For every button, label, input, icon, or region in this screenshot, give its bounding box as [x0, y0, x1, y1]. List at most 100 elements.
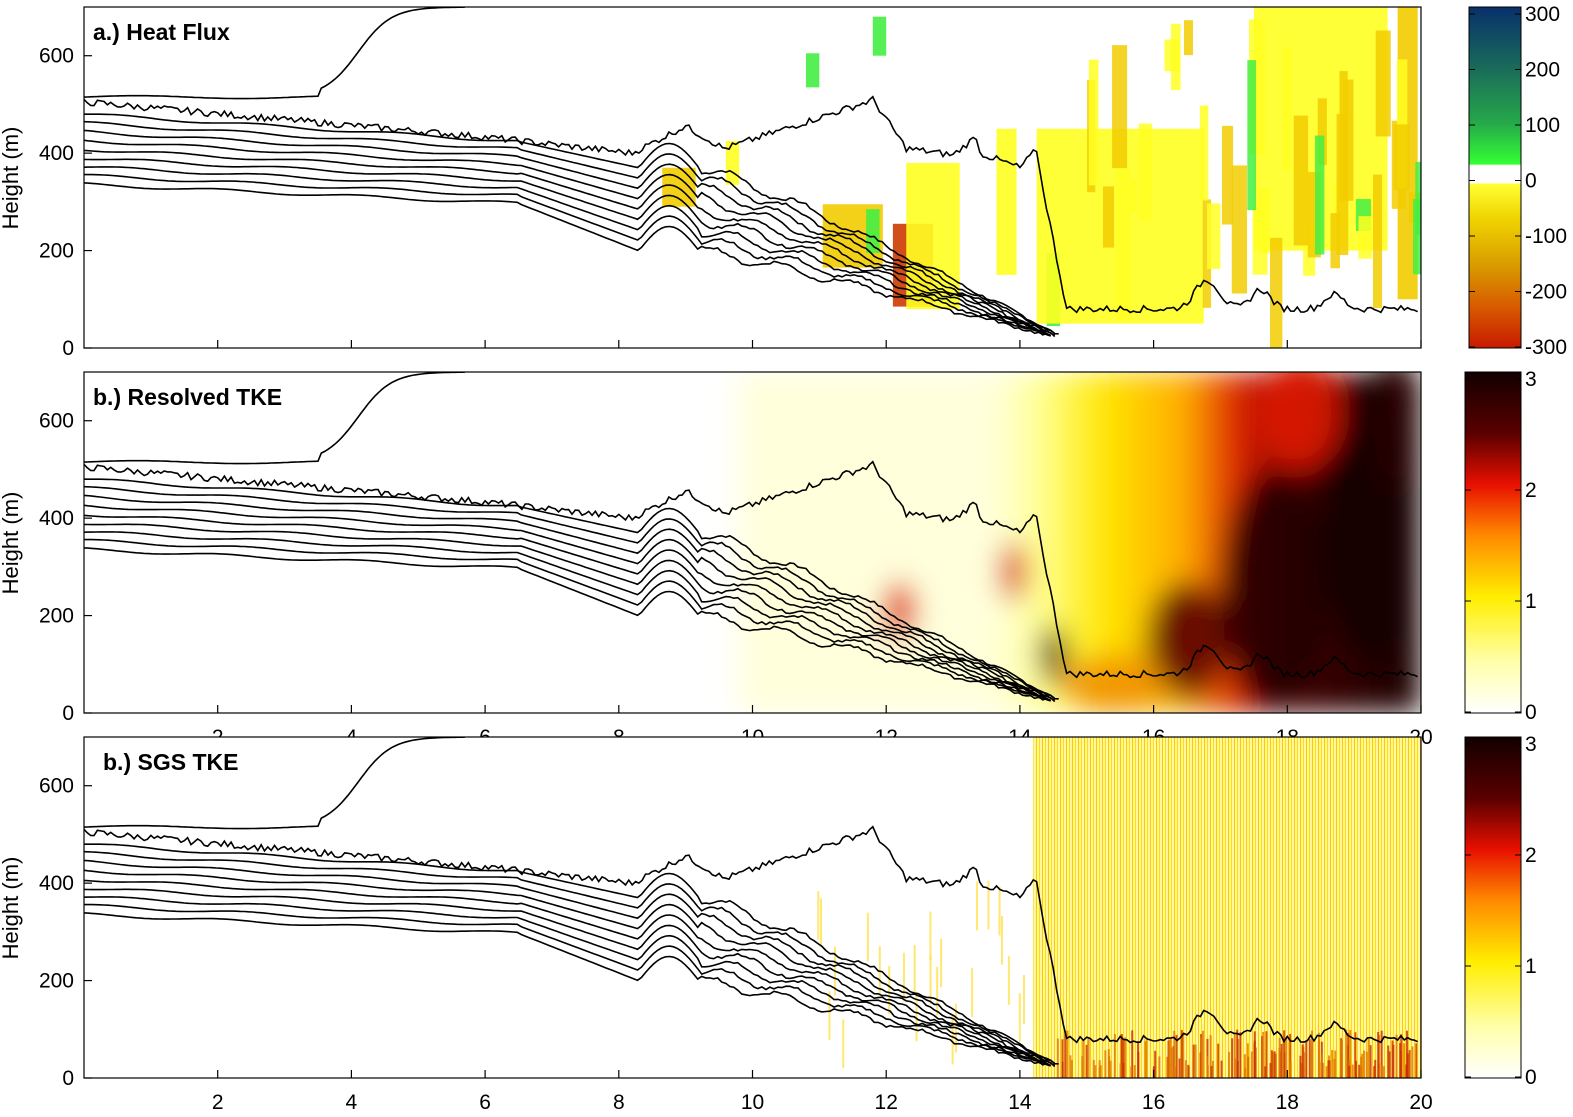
- sgs-region: [1033, 737, 1421, 1078]
- sgs-streak: [1355, 1060, 1358, 1078]
- sgs-streak: [929, 911, 932, 961]
- sgs-streak: [951, 1015, 954, 1065]
- isentrope-contours: [84, 7, 1419, 338]
- x-tick-label: 2: [212, 1091, 224, 1114]
- panel-title: b.) Resolved TKE: [93, 384, 282, 410]
- colorbar-tick-label: 2: [1525, 479, 1537, 502]
- tke-blob: [999, 542, 1027, 601]
- sgs-streak: [1358, 1064, 1361, 1078]
- sgs-streak: [915, 992, 918, 1042]
- sgs-streak: [1092, 1059, 1095, 1078]
- contour-line: [84, 912, 1047, 1065]
- heat-flux-patch: [805, 53, 820, 88]
- sgs-streak: [913, 944, 916, 994]
- sgs-streak: [987, 880, 990, 930]
- contour-line: [84, 166, 1051, 337]
- y-tick-label: 200: [39, 240, 74, 263]
- sgs-streak: [1285, 1037, 1288, 1078]
- sgs-streak: [1192, 1044, 1195, 1078]
- sgs-streak: [1283, 1030, 1286, 1078]
- heat-flux-column: [1413, 198, 1421, 275]
- heat-flux-column: [1372, 174, 1383, 309]
- heat-flux-column: [1415, 161, 1421, 235]
- y-tick-label: 400: [39, 142, 74, 165]
- sgs-streak: [1094, 1065, 1097, 1078]
- sgs-streak: [1069, 1055, 1072, 1078]
- colorbar-ticks: 3 2 1 0: [1465, 368, 1537, 724]
- contour-line: [84, 859, 1056, 1067]
- heat-flux-column: [1138, 123, 1153, 221]
- tke-blob: [1260, 372, 1341, 470]
- sgs-streak: [1108, 1056, 1111, 1078]
- x-tick-label: 20: [1409, 1091, 1432, 1114]
- heat-flux-patch: [872, 16, 887, 56]
- sgs-streak: [1408, 1050, 1411, 1078]
- sgs-streak: [1369, 1045, 1372, 1078]
- sgs-streak: [1345, 1029, 1348, 1078]
- y-tick-label: 400: [39, 872, 74, 895]
- y-tick-label: 200: [39, 970, 74, 993]
- x-ticks: 2 4 6 8 10 12 14 16 18 20: [212, 1070, 1433, 1114]
- sgs-streak: [1209, 1035, 1212, 1078]
- tke-blob: [1374, 372, 1415, 494]
- heat-flux-column: [1116, 168, 1131, 320]
- contour-line: [84, 843, 1059, 1065]
- sgs-streak: [1354, 1032, 1357, 1078]
- sgs-streak: [1254, 1047, 1257, 1078]
- sgs-streak: [1144, 1041, 1147, 1078]
- sgs-streak: [1301, 1044, 1304, 1078]
- sgs-streak: [1173, 1030, 1176, 1078]
- sgs-streak: [1098, 1067, 1101, 1078]
- sgs-streak: [1168, 1039, 1171, 1078]
- sgs-streak: [1374, 1059, 1377, 1078]
- contour-line: [84, 538, 1047, 701]
- contour-line: [84, 547, 1047, 700]
- sgs-streak: [1220, 1060, 1223, 1078]
- sgs-streak: [1166, 1056, 1169, 1078]
- sgs-streak: [842, 1019, 845, 1069]
- sgs-streak: [1400, 1034, 1403, 1078]
- sgs-streak: [1120, 1034, 1123, 1078]
- sgs-streak: [1272, 1052, 1275, 1078]
- sgs-streak: [1082, 1040, 1085, 1078]
- y-ticks: 0 200 400 600: [39, 45, 92, 360]
- sgs-streak: [1119, 1063, 1122, 1078]
- sgs-streak: [1124, 1037, 1127, 1078]
- sgs-streak: [1184, 1060, 1187, 1078]
- y-tick-label: 600: [39, 410, 74, 433]
- sgs-streak: [1289, 1061, 1292, 1078]
- contour-line: [84, 182, 1047, 335]
- sgs-streak: [902, 952, 905, 1002]
- heat-flux-column: [1199, 105, 1209, 201]
- sgs-streak: [1274, 1053, 1277, 1078]
- sgs-streak: [1320, 1054, 1323, 1078]
- heat-flux-columns: [1087, 19, 1421, 348]
- heat-flux-column: [1270, 237, 1283, 348]
- sgs-streak: [1173, 1067, 1176, 1078]
- sgs-streak: [1113, 1034, 1116, 1078]
- sgs-streak: [1363, 1050, 1366, 1078]
- sgs-streak: [1273, 1051, 1276, 1078]
- sgs-streak: [1388, 1051, 1391, 1078]
- heat-flux-column: [1102, 186, 1115, 248]
- heat-flux-column: [1221, 125, 1234, 225]
- sgs-streak: [1122, 1040, 1125, 1078]
- sgs-streak: [1378, 1063, 1381, 1078]
- colorbar-tick-label: 0: [1525, 170, 1537, 193]
- contour-line: [84, 149, 1052, 337]
- panel-resolved-tke: b.) Resolved TKE Height (m) 0 200 400 600 2…: [0, 371, 1433, 749]
- sgs-streak: [1236, 1029, 1239, 1078]
- contour-line: [84, 903, 1047, 1066]
- sgs-streak: [1361, 1053, 1364, 1078]
- heat-flux-column: [1164, 39, 1180, 72]
- colorbar-tick-label: 100: [1525, 114, 1560, 137]
- colorbar-heat-flux: 300 200 100 0 -100 -200 -300: [1468, 3, 1567, 359]
- heat-flux-column: [1336, 114, 1349, 256]
- sgs-streak: [1233, 1058, 1236, 1078]
- contour-line: [84, 523, 1051, 702]
- x-ticks: [217, 340, 1422, 348]
- contour-line: [84, 504, 1056, 703]
- x-tick-label: 12: [875, 1091, 898, 1114]
- colorbar-gradient: [1464, 736, 1522, 1079]
